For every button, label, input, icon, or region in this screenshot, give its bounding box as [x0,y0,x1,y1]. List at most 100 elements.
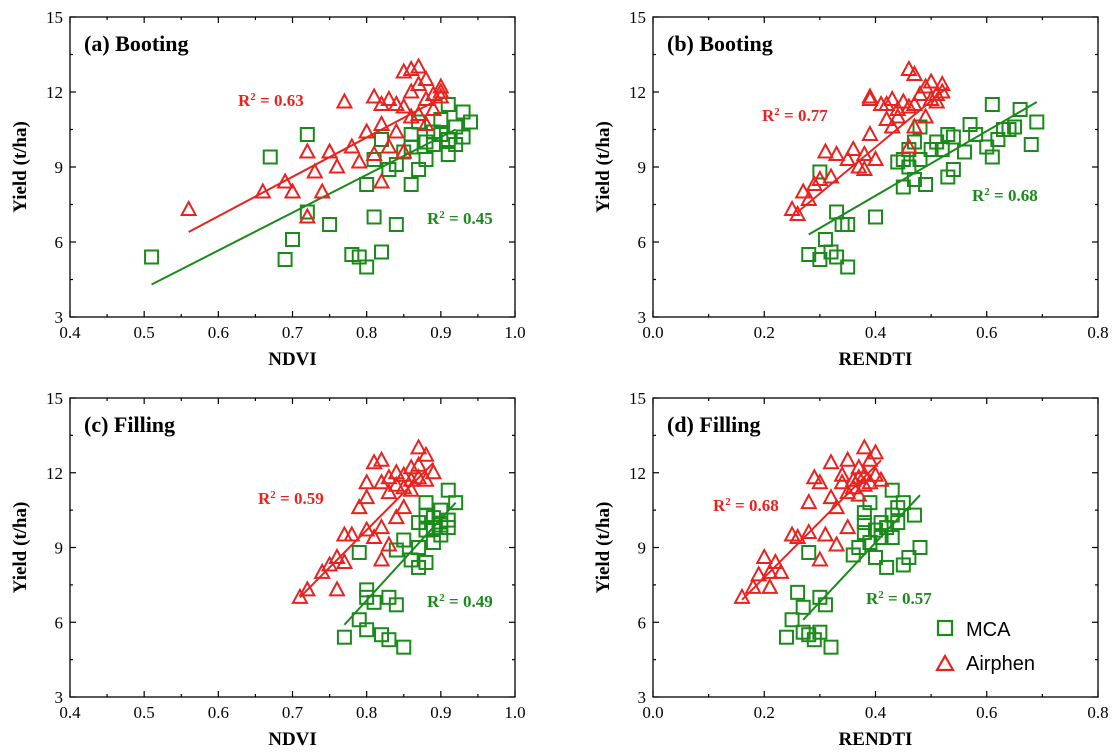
point-mca [277,252,293,267]
y-axis-label: Yield (t/ha) [593,502,614,594]
point-airphen [905,64,924,81]
point-mca [817,232,833,247]
point-mca [879,559,895,575]
point-airphen [905,94,924,111]
point-airphen [883,117,901,134]
point-airphen [424,463,443,480]
point-mca [868,549,883,565]
point-mca [359,259,375,275]
point-airphen [827,498,846,515]
y-axis-label: Yield (t/ha) [10,502,31,594]
r2-label-mca: R2 = 0.49 [427,592,493,611]
point-airphen [894,92,912,109]
point-airphen [380,89,398,106]
x-tick-label: 0.9 [430,703,451,722]
point-airphen [822,167,840,184]
y-tick-label: 3 [55,688,64,707]
point-airphen [254,182,272,199]
point-airphen [833,473,851,490]
point-airphen [372,450,391,467]
point-airphen [380,535,398,552]
y-tick-label: 3 [638,688,647,707]
legend: MCA Airphen [935,619,1035,675]
point-airphen [298,580,317,597]
point-mca [381,632,397,648]
x-tick-label: 0.4 [59,703,81,722]
point-mca [262,149,278,165]
point-mca [890,515,906,531]
panel-4: 0.0 0.2 0.4 0.6 0.8 3 6 9 12 15 RENDTI Yield (t/ha)… [593,389,1109,750]
point-airphen [372,473,391,490]
x-tick-label: 0.8 [356,703,377,722]
point-mca [463,114,478,130]
point-airphen [844,478,862,495]
point-airphen [800,522,818,540]
legend-mca-marker [936,619,954,637]
y-axis-label: Yield (t/ha) [10,121,31,213]
point-airphen [276,172,294,189]
point-mca [388,217,404,232]
point-airphen [900,59,918,76]
point-airphen [365,527,383,545]
point-mca [984,149,1000,165]
y-tick-label: 3 [638,308,647,327]
point-mca [1012,102,1028,117]
point-airphen [283,182,302,199]
point-airphen [816,525,835,542]
point-airphen [755,547,773,564]
point-mca [840,259,856,275]
point-airphen [343,137,361,154]
point-mca [1029,114,1045,130]
y-tick-label: 6 [55,233,64,252]
point-mca [812,164,828,180]
y-tick-label: 9 [638,158,647,177]
point-airphen [855,475,874,492]
plot-frame [69,397,516,698]
point-mca [366,209,382,225]
point-airphen [772,562,790,579]
x-tick-label: 0.6 [208,703,229,722]
point-airphen [357,488,376,505]
point-airphen [861,124,879,141]
x-axis-label: NDVI [268,729,317,750]
point-mca [957,144,972,160]
point-airphen [320,142,339,159]
point-airphen [805,468,823,485]
point-airphen [889,107,907,124]
panel-title: (d) Filling [667,412,761,437]
point-airphen [805,174,823,191]
point-mca [945,162,961,177]
point-mca [1023,137,1039,152]
y-tick-label: 9 [638,539,647,558]
point-airphen [861,89,879,106]
point-mca [840,217,856,232]
point-mca [433,112,449,127]
point-airphen [380,137,398,154]
y-tick-label: 15 [46,8,63,27]
point-airphen [328,547,346,564]
point-airphen [372,172,391,189]
point-mca [440,520,456,536]
point-airphen [839,483,857,500]
series-mca: R2 = 0.45 [144,97,493,286]
point-airphen [365,144,383,161]
point-mca [895,495,911,511]
point-airphen [409,438,428,455]
y-tick-label: 6 [55,613,64,632]
point-airphen [839,450,857,467]
point-airphen [922,72,940,89]
point-airphen [839,517,857,535]
point-airphen [335,552,354,569]
point-airphen [900,97,918,114]
fit-line-airphen [796,86,949,213]
x-tick-label: 0.9 [430,323,451,342]
point-airphen [788,204,807,221]
y-tick-label: 15 [629,389,646,408]
point-airphen [933,74,951,91]
panel-1: 0.4 0.5 0.6 0.7 0.8 0.9 1.0 3 6 9 12 15 NDVI Yield (t… [10,8,526,370]
x-tick-label: 0.4 [865,703,887,722]
point-mca [388,597,404,613]
legend-item-mca: MCA [936,619,1011,641]
panel-3: 0.4 0.5 0.6 0.7 0.8 0.9 1.0 3 6 9 12 15 NDVI Yield (t… [10,389,526,750]
r2-label-airphen: R2 = 0.77 [762,106,828,125]
